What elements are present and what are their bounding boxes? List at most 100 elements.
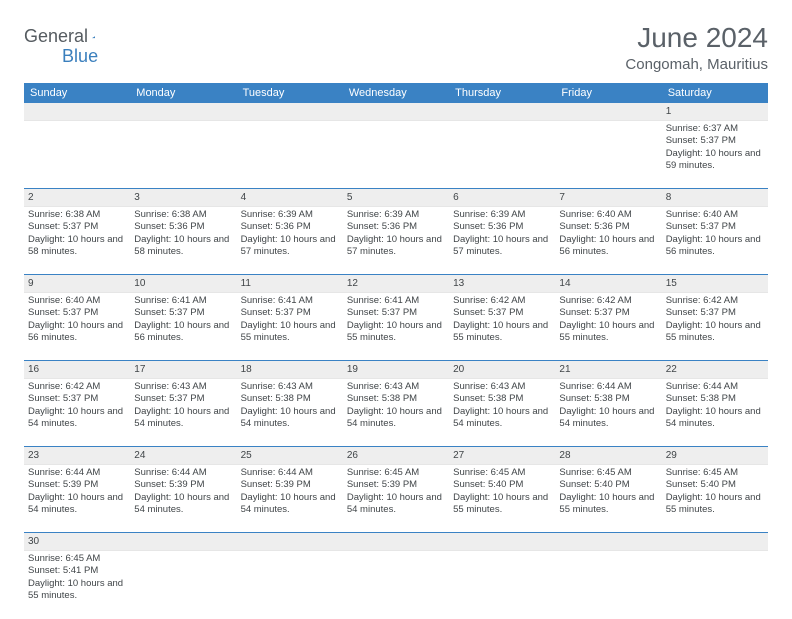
day-number: 20 — [453, 364, 464, 375]
daylight-text: Daylight: 10 hours and 54 minutes. — [453, 406, 551, 431]
day-number-cell — [343, 103, 449, 121]
sunset-text: Sunset: 5:38 PM — [453, 393, 551, 405]
daylight-text: Daylight: 10 hours and 57 minutes. — [453, 234, 551, 259]
daylight-text: Daylight: 10 hours and 54 minutes. — [241, 492, 339, 517]
day-number-cell — [555, 103, 661, 121]
day-number: 23 — [28, 450, 39, 461]
daylight-text: Daylight: 10 hours and 57 minutes. — [347, 234, 445, 259]
sunrise-text: Sunrise: 6:39 AM — [347, 209, 445, 221]
dh-tue: Tuesday — [237, 83, 343, 103]
sunrise-text: Sunrise: 6:38 AM — [134, 209, 232, 221]
sunset-text: Sunset: 5:37 PM — [134, 393, 232, 405]
sunrise-text: Sunrise: 6:42 AM — [666, 295, 764, 307]
day-number: 14 — [559, 278, 570, 289]
daynum-row: 23242526272829 — [24, 447, 768, 465]
day-number: 15 — [666, 278, 677, 289]
day-number-cell: 6 — [449, 189, 555, 207]
day-number-cell: 29 — [662, 447, 768, 465]
daylight-text: Daylight: 10 hours and 54 minutes. — [666, 406, 764, 431]
day-number: 11 — [241, 278, 251, 289]
sunset-text: Sunset: 5:38 PM — [241, 393, 339, 405]
sunset-text: Sunset: 5:37 PM — [241, 307, 339, 319]
sunrise-text: Sunrise: 6:43 AM — [347, 381, 445, 393]
day-number-cell: 3 — [130, 189, 236, 207]
day-cell: Sunrise: 6:39 AMSunset: 5:36 PMDaylight:… — [237, 207, 343, 275]
day-number: 9 — [28, 278, 34, 289]
sunrise-text: Sunrise: 6:41 AM — [241, 295, 339, 307]
day-cell — [343, 551, 449, 619]
day-number: 22 — [666, 364, 677, 375]
sunrise-text: Sunrise: 6:44 AM — [666, 381, 764, 393]
day-number-cell: 11 — [237, 275, 343, 293]
day-cell: Sunrise: 6:38 AMSunset: 5:36 PMDaylight:… — [130, 207, 236, 275]
day-cell — [130, 121, 236, 189]
day-cell: Sunrise: 6:41 AMSunset: 5:37 PMDaylight:… — [130, 293, 236, 361]
daylight-text: Daylight: 10 hours and 54 minutes. — [28, 406, 126, 431]
brand-sub: General Blue — [24, 46, 98, 67]
calendar-table: Sunday Monday Tuesday Wednesday Thursday… — [24, 83, 768, 619]
day-number-cell: 5 — [343, 189, 449, 207]
sunrise-text: Sunrise: 6:40 AM — [666, 209, 764, 221]
day-number: 27 — [453, 450, 464, 461]
week-row: Sunrise: 6:45 AMSunset: 5:41 PMDaylight:… — [24, 551, 768, 619]
day-number-cell — [130, 533, 236, 551]
day-cell: Sunrise: 6:38 AMSunset: 5:37 PMDaylight:… — [24, 207, 130, 275]
day-number: 18 — [241, 364, 252, 375]
day-number-cell: 14 — [555, 275, 661, 293]
day-number-cell: 8 — [662, 189, 768, 207]
day-cell: Sunrise: 6:43 AMSunset: 5:38 PMDaylight:… — [343, 379, 449, 447]
day-cell: Sunrise: 6:42 AMSunset: 5:37 PMDaylight:… — [555, 293, 661, 361]
day-cell: Sunrise: 6:43 AMSunset: 5:37 PMDaylight:… — [130, 379, 236, 447]
sunset-text: Sunset: 5:37 PM — [666, 135, 764, 147]
day-cell — [237, 551, 343, 619]
day-number-cell — [24, 103, 130, 121]
daylight-text: Daylight: 10 hours and 54 minutes. — [347, 492, 445, 517]
daylight-text: Daylight: 10 hours and 54 minutes. — [134, 406, 232, 431]
day-cell — [555, 121, 661, 189]
week-row: Sunrise: 6:37 AMSunset: 5:37 PMDaylight:… — [24, 121, 768, 189]
sunset-text: Sunset: 5:40 PM — [453, 479, 551, 491]
daynum-row: 16171819202122 — [24, 361, 768, 379]
day-cell: Sunrise: 6:44 AMSunset: 5:38 PMDaylight:… — [662, 379, 768, 447]
sunrise-text: Sunrise: 6:39 AM — [241, 209, 339, 221]
day-cell — [555, 551, 661, 619]
day-cell: Sunrise: 6:40 AMSunset: 5:37 PMDaylight:… — [24, 293, 130, 361]
sunrise-text: Sunrise: 6:45 AM — [559, 467, 657, 479]
day-number: 28 — [559, 450, 570, 461]
daylight-text: Daylight: 10 hours and 56 minutes. — [28, 320, 126, 345]
sunset-text: Sunset: 5:41 PM — [28, 565, 126, 577]
day-number-cell: 7 — [555, 189, 661, 207]
day-cell: Sunrise: 6:41 AMSunset: 5:37 PMDaylight:… — [343, 293, 449, 361]
daylight-text: Daylight: 10 hours and 54 minutes. — [241, 406, 339, 431]
day-number-cell — [555, 533, 661, 551]
daylight-text: Daylight: 10 hours and 54 minutes. — [559, 406, 657, 431]
day-number-cell — [130, 103, 236, 121]
sunset-text: Sunset: 5:36 PM — [241, 221, 339, 233]
day-cell: Sunrise: 6:39 AMSunset: 5:36 PMDaylight:… — [449, 207, 555, 275]
month-title: June 2024 — [625, 22, 768, 54]
day-number-cell — [237, 103, 343, 121]
dh-mon: Monday — [130, 83, 236, 103]
day-number-cell: 18 — [237, 361, 343, 379]
sunset-text: Sunset: 5:37 PM — [666, 221, 764, 233]
day-number-cell: 22 — [662, 361, 768, 379]
daylight-text: Daylight: 10 hours and 55 minutes. — [666, 320, 764, 345]
daylight-text: Daylight: 10 hours and 54 minutes. — [347, 406, 445, 431]
sunrise-text: Sunrise: 6:37 AM — [666, 123, 764, 135]
day-header-row: Sunday Monday Tuesday Wednesday Thursday… — [24, 83, 768, 103]
sunset-text: Sunset: 5:37 PM — [134, 307, 232, 319]
sunset-text: Sunset: 5:39 PM — [347, 479, 445, 491]
daylight-text: Daylight: 10 hours and 54 minutes. — [134, 492, 232, 517]
day-number-cell: 10 — [130, 275, 236, 293]
sunrise-text: Sunrise: 6:40 AM — [559, 209, 657, 221]
week-row: Sunrise: 6:38 AM Sunset: 5:37 PM Daylight:… — [24, 207, 768, 275]
daylight-text: Daylight: 10 hours and 58 minutes. — [28, 234, 126, 259]
day-number-cell — [237, 533, 343, 551]
daylight-text: Daylight: 10 hours and 54 minutes. — [28, 492, 126, 517]
title-block: June 2024 Congomah, Mauritius — [625, 22, 768, 73]
day-number: 16 — [28, 364, 39, 375]
daylight-text: Daylight: 10 hours and 55 minutes. — [453, 492, 551, 517]
day-number-cell: 25 — [237, 447, 343, 465]
day-cell: Sunrise: 6:43 AMSunset: 5:38 PMDaylight:… — [449, 379, 555, 447]
dh-sat: Saturday — [662, 83, 768, 103]
